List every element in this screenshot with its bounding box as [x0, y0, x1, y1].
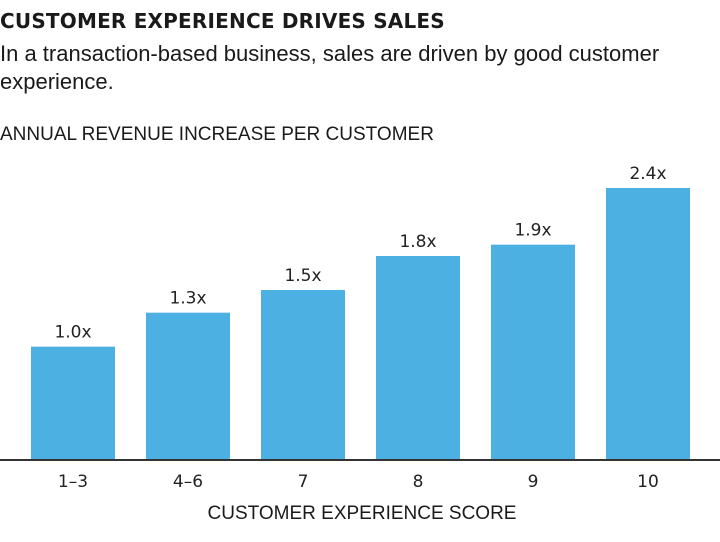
chart-title: CUSTOMER EXPERIENCE DRIVES SALES [0, 9, 445, 33]
bar-5 [491, 244, 575, 460]
bar-4 [376, 256, 460, 460]
bar-value-label: 2.4x [629, 164, 666, 184]
x-tick-label: 7 [298, 472, 309, 492]
x-tick-label: 1–3 [58, 472, 88, 492]
bar-value-label: 1.8x [399, 232, 436, 252]
bar-value-label: 1.3x [169, 289, 206, 309]
bar-value-label: 1.5x [284, 266, 321, 286]
bars-group: 1.0x 1–3 1.3x 4–6 1.5x 7 1.8x 8 1.9x 9 2.4x 10 [31, 164, 690, 492]
bar-2 [146, 312, 230, 460]
x-tick-label: 9 [528, 472, 539, 492]
x-tick-label: 10 [637, 472, 659, 492]
bar-1 [31, 346, 115, 460]
bar-3 [261, 290, 345, 460]
y-axis-label: ANNUAL REVENUE INCREASE PER CUSTOMER [0, 124, 434, 145]
x-axis-label: CUSTOMER EXPERIENCE SCORE [208, 503, 517, 524]
bar-6 [606, 188, 690, 460]
bar-value-label: 1.9x [514, 221, 551, 241]
chart-subtitle: In a transaction-based business, sales a… [0, 41, 660, 94]
bar-value-label: 1.0x [54, 323, 91, 343]
x-tick-label: 4–6 [173, 472, 203, 492]
x-tick-label: 8 [413, 472, 424, 492]
